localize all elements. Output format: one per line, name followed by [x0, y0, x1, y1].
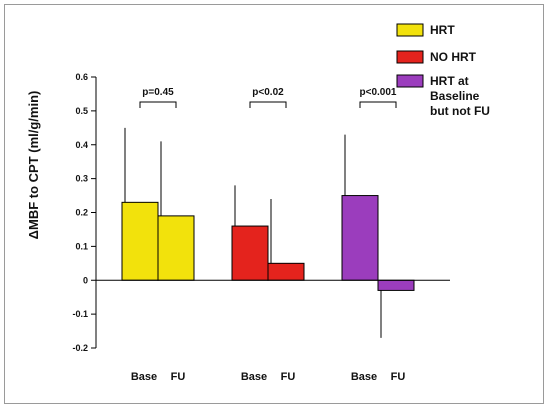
bar-chart: ΔMBF to CPT (ml/g/min) -0.2 -0.1 0 0.1 0.2 0.…	[26, 23, 490, 383]
significance-bracket	[139, 101, 177, 108]
legend-label: HRT at	[430, 74, 469, 88]
y-tick-label: 0.2	[75, 208, 88, 218]
legend-label: HRT	[430, 23, 455, 37]
plot-layer: -0.2 -0.1 0 0.1 0.2 0.3 0.4 0.5 0.6 p=0.45 p<0.02 p…	[72, 23, 490, 383]
y-tick-label: -0.2	[72, 343, 88, 353]
y-tick-label: 0.1	[75, 241, 88, 251]
x-tick-label: Base	[351, 371, 377, 383]
legend-label: but not FU	[430, 104, 490, 118]
x-tick-label: FU	[391, 371, 406, 383]
legend-label: NO HRT	[430, 50, 477, 64]
chart-frame: ΔMBF to CPT (ml/g/min) -0.2 -0.1 0 0.1 0.2 0.…	[4, 4, 544, 404]
y-tick-label: 0.5	[75, 106, 88, 116]
y-tick-label: -0.1	[72, 309, 88, 319]
y-tick-label: 0.4	[75, 140, 88, 150]
y-axis-label: ΔMBF to CPT (ml/g/min)	[26, 91, 41, 240]
y-tick-label: 0.6	[75, 72, 88, 82]
y-tick-label: 0.3	[75, 174, 88, 184]
legend-swatch	[396, 50, 424, 64]
p-value-label: p=0.45	[142, 87, 174, 98]
significance-bracket	[359, 101, 397, 108]
p-value-label: p<0.02	[252, 87, 284, 98]
significance-bracket	[249, 101, 287, 108]
bar	[121, 201, 159, 281]
bar	[377, 279, 415, 291]
legend-swatch	[396, 74, 424, 88]
bar	[267, 262, 305, 281]
y-tick-label: 0	[83, 275, 88, 285]
legend-label: Baseline	[430, 89, 480, 103]
x-tick-label: Base	[241, 371, 267, 383]
legend-swatch	[396, 23, 424, 37]
bar	[157, 215, 195, 281]
x-tick-label: FU	[281, 371, 296, 383]
p-value-label: p<0.001	[360, 87, 397, 98]
bar	[231, 225, 269, 281]
x-tick-label: FU	[171, 371, 186, 383]
x-tick-label: Base	[131, 371, 157, 383]
bar	[341, 195, 379, 281]
